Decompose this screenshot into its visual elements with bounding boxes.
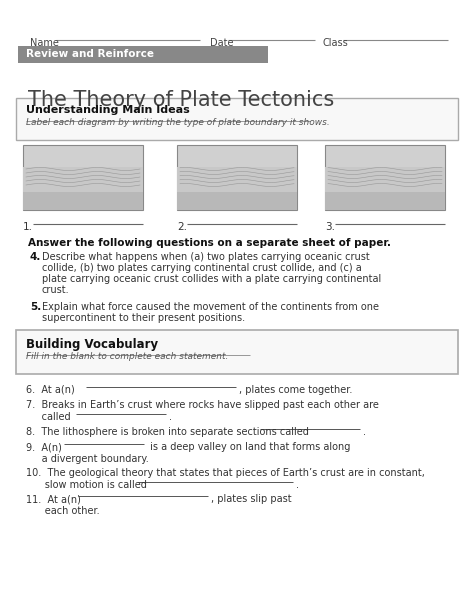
Bar xyxy=(23,192,143,210)
Text: Fill in the blank to complete each statement.: Fill in the blank to complete each state… xyxy=(26,352,228,361)
Text: Date: Date xyxy=(210,38,234,48)
Text: 5.: 5. xyxy=(30,302,41,312)
Text: Review and Reinforce: Review and Reinforce xyxy=(26,49,154,59)
Text: Label each diagram by writing the type of plate boundary it shows.: Label each diagram by writing the type o… xyxy=(26,118,330,127)
Bar xyxy=(177,192,297,210)
Text: each other.: each other. xyxy=(26,506,100,516)
Text: The Theory of Plate Tectonics: The Theory of Plate Tectonics xyxy=(28,90,334,110)
FancyBboxPatch shape xyxy=(16,98,458,140)
Text: slow motion is called: slow motion is called xyxy=(26,480,150,490)
Text: supercontinent to their present positions.: supercontinent to their present position… xyxy=(42,313,245,323)
Text: plate carrying oceanic crust collides with a plate carrying continental: plate carrying oceanic crust collides wi… xyxy=(42,274,381,284)
Text: Building Vocabulary: Building Vocabulary xyxy=(26,338,158,351)
Text: 8.  The lithosphere is broken into separate sections called: 8. The lithosphere is broken into separa… xyxy=(26,427,312,437)
Bar xyxy=(23,145,143,210)
Text: , plates come together.: , plates come together. xyxy=(239,385,352,395)
Bar xyxy=(18,46,268,63)
Text: Answer the following questions on a separate sheet of paper.: Answer the following questions on a sepa… xyxy=(28,238,391,248)
Text: 1.: 1. xyxy=(23,222,33,232)
Text: collide, (b) two plates carrying continental crust collide, and (c) a: collide, (b) two plates carrying contine… xyxy=(42,263,362,273)
Text: 7.  Breaks in Earth’s crust where rocks have slipped past each other are: 7. Breaks in Earth’s crust where rocks h… xyxy=(26,400,379,410)
Text: Understanding Main Ideas: Understanding Main Ideas xyxy=(26,105,190,115)
Text: Explain what force caused the movement of the continents from one: Explain what force caused the movement o… xyxy=(42,302,379,312)
Text: .: . xyxy=(296,480,299,490)
Text: 6.  At a(n): 6. At a(n) xyxy=(26,385,78,395)
Text: 11.  At a(n): 11. At a(n) xyxy=(26,494,84,504)
FancyBboxPatch shape xyxy=(16,330,458,374)
Text: , plates slip past: , plates slip past xyxy=(211,494,292,504)
Bar xyxy=(177,167,297,192)
Text: 10.  The geological theory that states that pieces of Earth’s crust are in const: 10. The geological theory that states th… xyxy=(26,468,425,478)
Bar xyxy=(23,167,143,192)
Text: Describe what happens when (a) two plates carrying oceanic crust: Describe what happens when (a) two plate… xyxy=(42,252,370,262)
Text: called: called xyxy=(26,412,74,422)
Bar xyxy=(325,145,445,210)
Text: is a deep valley on land that forms along: is a deep valley on land that forms alon… xyxy=(147,442,350,452)
Text: 9.  A(n): 9. A(n) xyxy=(26,442,65,452)
Text: .: . xyxy=(363,427,366,437)
Bar xyxy=(325,192,445,210)
Text: 4.: 4. xyxy=(30,252,41,262)
Text: Class: Class xyxy=(323,38,349,48)
Text: .: . xyxy=(169,412,172,422)
Text: crust.: crust. xyxy=(42,285,70,295)
Text: 3.: 3. xyxy=(325,222,335,232)
Text: 2.: 2. xyxy=(177,222,187,232)
Text: Name: Name xyxy=(30,38,59,48)
Bar xyxy=(177,145,297,210)
Text: a divergent boundary.: a divergent boundary. xyxy=(26,454,149,464)
Bar xyxy=(325,167,445,192)
